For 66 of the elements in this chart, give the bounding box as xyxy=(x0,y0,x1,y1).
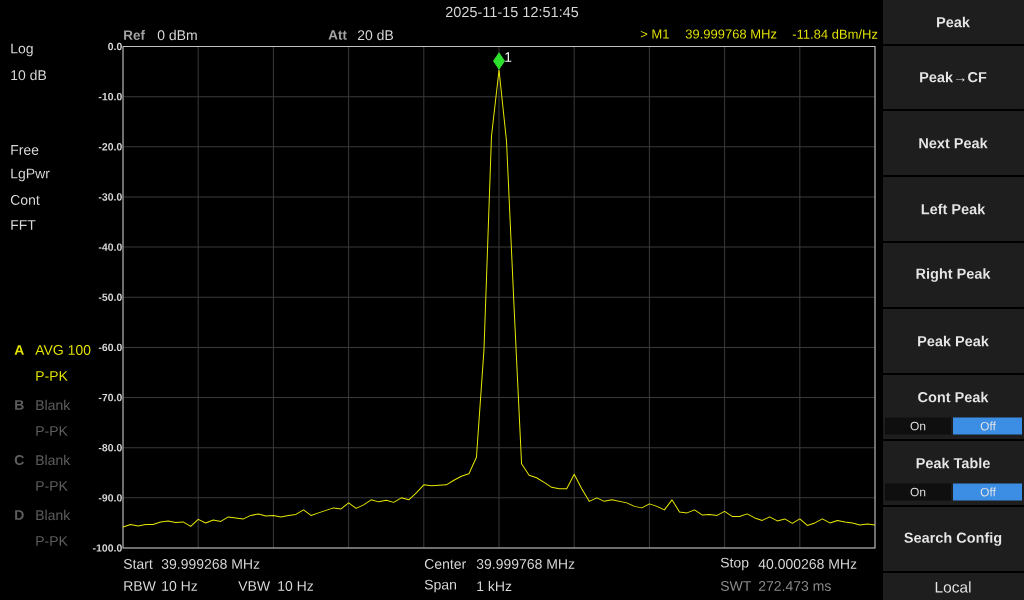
text: P-PK xyxy=(36,536,68,546)
text: P-PK xyxy=(36,371,68,381)
text: Blank xyxy=(36,399,71,411)
text: SWT xyxy=(720,581,751,591)
text: Blank xyxy=(36,509,71,521)
text: Peak xyxy=(937,16,970,28)
y-tick-label: -30.0 xyxy=(98,193,122,201)
text: RBW xyxy=(124,581,156,591)
text: Left Peak xyxy=(921,203,986,215)
text: > M1 xyxy=(640,29,669,39)
text: Local xyxy=(935,581,971,593)
y-tick-label: -90.0 xyxy=(98,494,122,502)
text: Log xyxy=(11,43,33,57)
text: 10 Hz xyxy=(278,581,314,591)
text: Blank xyxy=(36,454,71,466)
text: VBW xyxy=(238,581,271,591)
text: D xyxy=(15,510,24,520)
y-tick-label: -50.0 xyxy=(98,293,122,301)
text: Off xyxy=(980,487,996,497)
text: Peak→CF xyxy=(920,71,987,83)
text: Start xyxy=(123,559,153,569)
annotation: 1 xyxy=(505,52,512,62)
text: -11.84 dBm/Hz xyxy=(792,29,878,39)
text: AVG 100 xyxy=(35,345,91,355)
text: Ref xyxy=(124,30,145,40)
text: 1 kHz xyxy=(477,580,512,592)
text: 39.999768 MHz xyxy=(685,29,777,39)
text: Cont xyxy=(10,195,40,205)
text: 39.999768 MHz xyxy=(476,559,575,569)
y-tick-label: -60.0 xyxy=(98,343,122,352)
y-tick-label: -20.0 xyxy=(98,143,122,151)
text: 20 dB xyxy=(357,29,394,41)
text: 2025-11-15 12:51:45 xyxy=(445,6,579,18)
y-tick-label: -40.0 xyxy=(98,243,122,251)
text: Center xyxy=(424,559,466,569)
text: 10 dB xyxy=(11,69,47,81)
text: A xyxy=(14,345,24,355)
text: 272.473 ms xyxy=(758,581,831,591)
y-tick-label: -70.0 xyxy=(98,393,122,402)
text: LgPwr xyxy=(11,168,50,182)
text: C xyxy=(14,455,24,465)
text: On xyxy=(910,487,926,497)
text: Search Config xyxy=(904,532,1002,546)
text: FFT xyxy=(11,220,36,230)
text: Peak Table xyxy=(916,457,990,469)
text: P-PK xyxy=(36,426,68,436)
text: Free xyxy=(11,145,39,155)
y-tick-label: -100.0 xyxy=(92,544,122,552)
text: Span xyxy=(424,579,456,593)
text: Stop xyxy=(720,557,749,571)
y-tick-label: -80.0 xyxy=(98,443,122,452)
text: Cont Peak xyxy=(918,391,989,403)
text: Peak Peak xyxy=(918,335,989,347)
text: P-PK xyxy=(36,481,68,491)
text: 10 Hz xyxy=(162,581,198,591)
text: Right Peak xyxy=(916,268,991,282)
text: Next Peak xyxy=(919,137,988,149)
text: Att xyxy=(328,30,347,40)
y-tick-label: -10.0 xyxy=(98,92,122,101)
text: 39.999268 MHz xyxy=(161,559,260,569)
text: 0 dBm xyxy=(157,29,197,41)
text: B xyxy=(15,400,24,410)
text: Off xyxy=(980,421,996,431)
text: On xyxy=(910,421,926,431)
y-tick-label: 0.0 xyxy=(108,42,122,51)
text: 40.000268 MHz xyxy=(758,559,857,569)
